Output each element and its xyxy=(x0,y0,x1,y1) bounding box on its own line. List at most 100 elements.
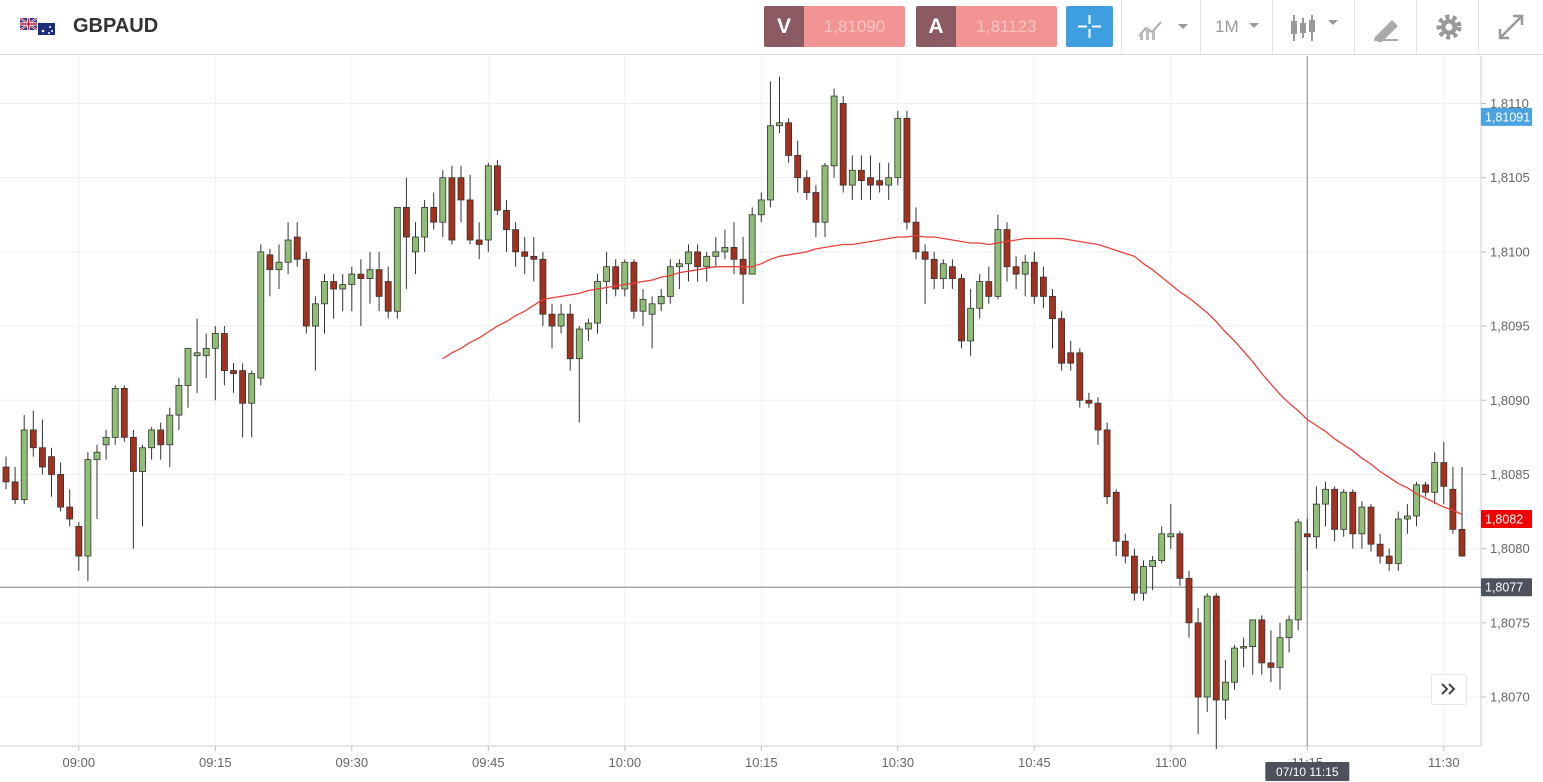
candle-body xyxy=(994,229,1002,297)
candle-body xyxy=(148,429,156,449)
candle-body xyxy=(903,117,911,223)
candle-body xyxy=(321,281,328,305)
candle-body xyxy=(703,255,711,268)
candle-body xyxy=(1203,595,1211,698)
candle-body xyxy=(1103,429,1111,498)
candle-body xyxy=(1394,518,1402,564)
candle-body xyxy=(102,436,110,446)
candle-body xyxy=(1067,352,1075,364)
candle-body xyxy=(139,447,146,472)
candle-body xyxy=(493,165,501,211)
candle-body xyxy=(84,459,92,557)
candle-body xyxy=(949,266,956,279)
candle-body xyxy=(666,266,674,297)
scroll-right-button[interactable] xyxy=(1431,674,1467,705)
candle-body xyxy=(266,254,274,271)
candle-body xyxy=(539,258,547,315)
candle-body xyxy=(848,169,856,186)
candle-body xyxy=(548,313,556,327)
candle-body xyxy=(402,206,410,238)
candle-body xyxy=(594,281,601,324)
candle-body xyxy=(1285,619,1293,639)
candle-body xyxy=(421,206,429,238)
candle-body xyxy=(1112,491,1120,542)
candle-body xyxy=(93,451,101,461)
candle-body xyxy=(375,269,383,297)
candle-body xyxy=(1212,595,1220,701)
candle-body xyxy=(503,209,510,231)
candle-body xyxy=(894,117,902,179)
candle-body xyxy=(1094,402,1102,431)
candle-body xyxy=(676,263,683,268)
candle-body xyxy=(930,258,938,279)
y-tick-label: 1,8070 xyxy=(1490,690,1530,705)
candle-body xyxy=(275,261,283,271)
flags-icon xyxy=(20,18,55,35)
toolbar: GBPAUD V 1,81090 A 1,81123 1M xyxy=(0,0,1543,55)
candle-body xyxy=(1240,646,1247,649)
crosshair-time-label: 07/10 11:15 xyxy=(1276,765,1339,779)
ask-price: 1,81123 xyxy=(956,6,1057,47)
ask-button[interactable]: A 1,81123 xyxy=(916,6,1057,47)
bid-button[interactable]: V 1,81090 xyxy=(764,6,905,47)
symbol: GBPAUD xyxy=(73,15,159,37)
candle-body xyxy=(830,95,838,167)
candle-body xyxy=(858,169,865,182)
candle-body xyxy=(612,266,620,290)
candle-body xyxy=(794,155,802,179)
candle-body xyxy=(1021,261,1029,275)
price-tag: 1,8082 xyxy=(1485,512,1523,526)
candle-body xyxy=(1167,533,1175,538)
candle-style-button[interactable] xyxy=(1288,12,1344,44)
y-tick-label: 1,8095 xyxy=(1490,319,1530,334)
candle-body xyxy=(1376,543,1384,557)
candle-body xyxy=(630,261,638,312)
y-tick-label: 1,8080 xyxy=(1490,541,1530,556)
candle-body xyxy=(967,307,974,342)
candle-body xyxy=(685,251,692,265)
crosshair-time-box xyxy=(1265,762,1350,781)
candle-body xyxy=(48,456,55,475)
candle-body xyxy=(393,206,401,312)
candle-body xyxy=(184,347,192,386)
candle-body xyxy=(284,239,292,263)
x-tick-label: 10:30 xyxy=(882,755,915,770)
candle-body xyxy=(29,429,37,449)
price-tag-box xyxy=(1481,509,1532,528)
candle-body xyxy=(748,214,756,275)
settings-button[interactable] xyxy=(1434,12,1464,42)
candle-body xyxy=(757,199,765,216)
candle-body xyxy=(1258,619,1266,664)
candle-body xyxy=(958,278,965,342)
timeframe-button[interactable]: 1M xyxy=(1215,17,1239,36)
candle-body xyxy=(512,229,519,253)
drawing-tools-button[interactable] xyxy=(1372,14,1402,42)
candle-body xyxy=(821,165,829,223)
candle-body xyxy=(648,303,656,315)
candle-body xyxy=(430,206,438,223)
candle-body xyxy=(311,303,319,327)
ask-label: A xyxy=(916,6,956,47)
candle-body xyxy=(1058,318,1065,364)
moving-average-line xyxy=(442,234,1463,516)
candle-body xyxy=(812,192,820,223)
candle-body xyxy=(1131,555,1138,594)
candle-body xyxy=(1294,521,1302,621)
candle-body xyxy=(466,199,474,241)
candle-body xyxy=(1322,488,1329,505)
candle-body xyxy=(2,466,10,483)
candle-body xyxy=(1140,566,1147,594)
fullscreen-button[interactable] xyxy=(1496,12,1526,42)
crosshair-button[interactable] xyxy=(1066,6,1113,47)
crosshair-price-tag: 1,8077 xyxy=(1485,581,1523,595)
dropdown-icon xyxy=(1249,23,1259,28)
candle-body xyxy=(293,236,301,260)
y-tick-label: 1,8100 xyxy=(1490,244,1530,259)
candle-body xyxy=(712,251,720,257)
x-tick-label: 10:00 xyxy=(609,755,642,770)
candle-body xyxy=(1076,352,1084,401)
candle-body xyxy=(1404,515,1411,520)
chart-type-button[interactable] xyxy=(1136,14,1192,42)
candle-body xyxy=(1003,229,1011,268)
